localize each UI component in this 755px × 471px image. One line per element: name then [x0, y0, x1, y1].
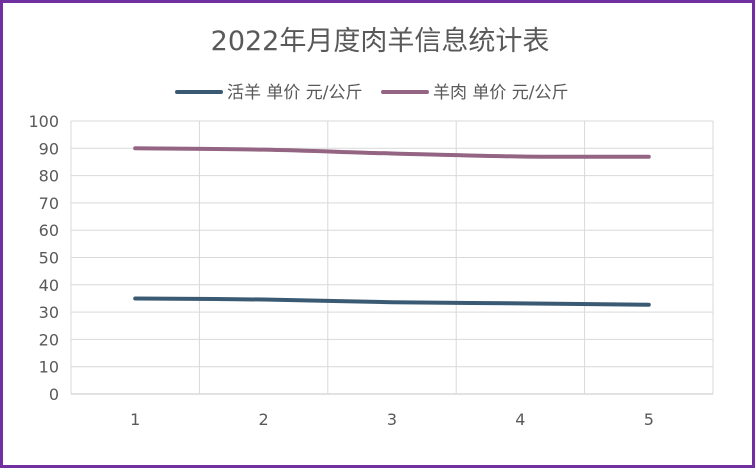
grid-lines — [70, 120, 714, 394]
series-line-1 — [133, 296, 651, 307]
x-tick-label: 2 — [259, 410, 269, 429]
y-tick-label: 50 — [39, 249, 59, 268]
y-tick-label: 40 — [39, 276, 59, 295]
y-tick-label: 90 — [39, 139, 59, 158]
x-tick-label: 5 — [644, 410, 654, 429]
y-tick-label: 60 — [39, 221, 59, 240]
y-tick-label: 80 — [39, 167, 59, 186]
y-tick-label: 100 — [28, 112, 59, 131]
line-chart: 2022年月度肉羊信息统计表 活羊 单价 元/公斤 羊肉 单价 元/公斤 010… — [28, 26, 714, 429]
legend-label-series-2: 羊肉 单价 元/公斤 — [433, 83, 569, 103]
x-axis-tick-labels: 1 2 3 4 5 — [130, 410, 654, 429]
y-axis-tick-labels: 0 10 20 30 40 50 60 70 80 90 100 — [28, 112, 59, 404]
chart-title: 2022年月度肉羊信息统计表 — [211, 26, 550, 57]
series-lines — [133, 146, 651, 307]
x-tick-label: 1 — [130, 410, 140, 429]
legend: 活羊 单价 元/公斤 羊肉 单价 元/公斤 — [175, 83, 569, 103]
y-tick-label: 70 — [39, 194, 59, 213]
series-line-2 — [133, 146, 651, 159]
y-tick-label: 0 — [49, 385, 59, 404]
y-tick-label: 20 — [39, 330, 59, 349]
x-tick-label: 4 — [515, 410, 525, 429]
y-tick-label: 10 — [39, 358, 59, 377]
legend-label-series-1: 活羊 单价 元/公斤 — [227, 83, 363, 103]
y-tick-label: 30 — [39, 303, 59, 322]
x-tick-label: 3 — [387, 410, 397, 429]
